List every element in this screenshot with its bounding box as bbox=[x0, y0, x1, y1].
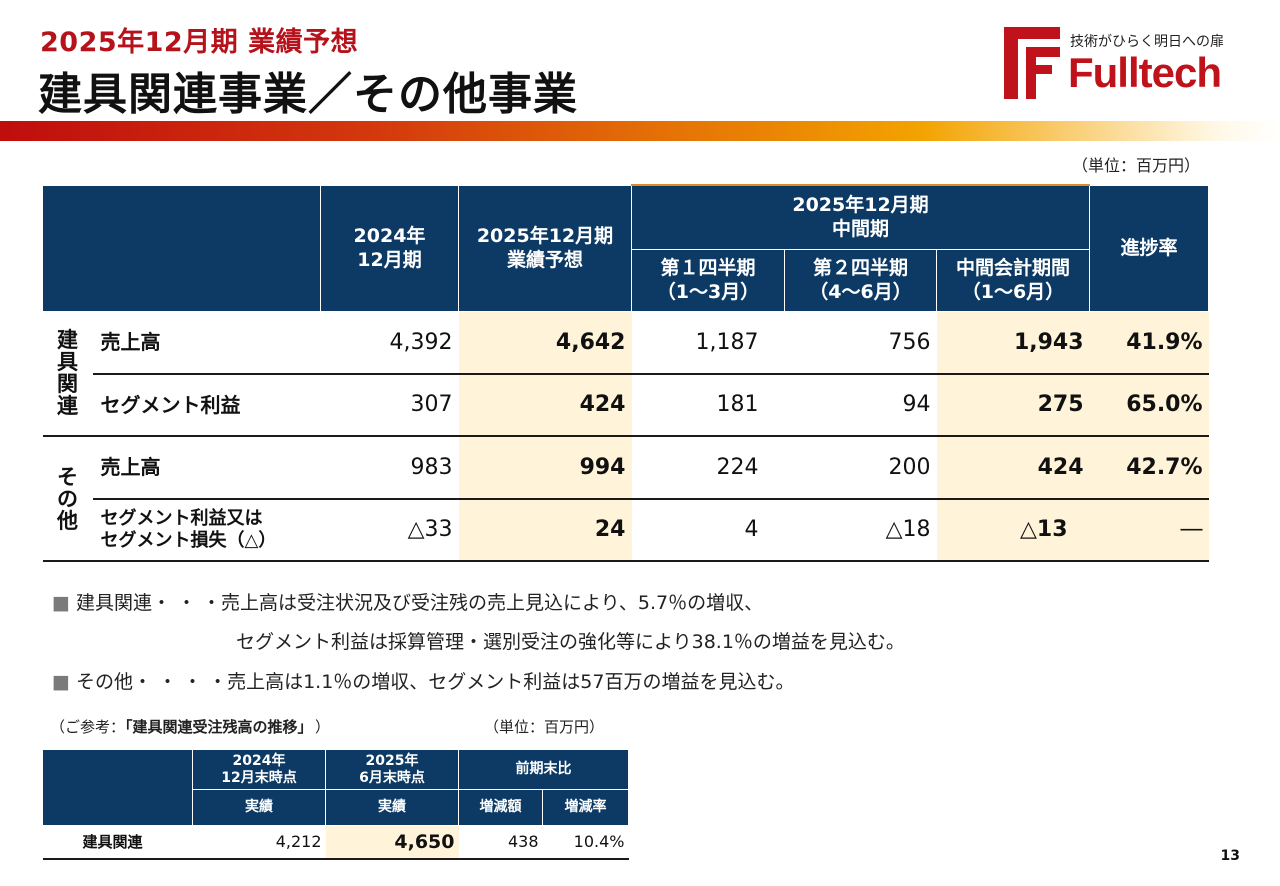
slide-title: 建具関連事業／その他事業 bbox=[38, 69, 578, 120]
ref-cell-2025: 4,650 bbox=[325, 825, 459, 860]
cell-q1: 224 bbox=[631, 436, 785, 500]
logo-tagline: 技術がひらく明日への扉 bbox=[1070, 34, 1224, 50]
cell-progress: 41.9% bbox=[1089, 311, 1209, 375]
ref-subheader: 実績 bbox=[325, 789, 459, 826]
cell-q1: 4 bbox=[631, 498, 785, 562]
table-row: 建具関連 4,212 4,650 438 10.4% bbox=[42, 825, 629, 860]
header-fy2024: 2024年 12月期 bbox=[320, 184, 459, 312]
cell-fy2024: 307 bbox=[320, 373, 459, 437]
note-text: セグメント利益は採算管理・選別受注の強化等により38.1％の増益を見込む。 bbox=[236, 631, 905, 653]
header-gradient-rule bbox=[0, 121, 1280, 141]
reference-unit-note: （単位：百万円） bbox=[484, 718, 605, 736]
ref-cell-rate: 10.4% bbox=[542, 825, 629, 860]
cell-fy2024: 983 bbox=[320, 436, 459, 500]
ref-subheader: 増減額 bbox=[458, 789, 543, 826]
note-text: その他・ ・ ・ ・売上高は1.1％の増収、セグメント利益は57百万の増益を見込… bbox=[75, 671, 795, 693]
header-interim: 中間会計期間 （1～6月） bbox=[935, 248, 1091, 312]
header-interim-group: 2025年12月期 中間期 bbox=[630, 184, 1091, 250]
note-text: 建具関連・ ・ ・売上高は受注状況及び受注残の売上見込により、5.7％の増収、 bbox=[75, 592, 764, 614]
cell-interim: 424 bbox=[936, 436, 1090, 500]
cell-interim: △13 bbox=[936, 498, 1090, 562]
forecast-table: 2024年 12月期 2025年12月期 業績予想 2025年12月期 中間期 … bbox=[42, 184, 1210, 562]
unit-note: （単位：百万円） bbox=[1071, 156, 1200, 175]
header-q1: 第１四半期 （1～3月） bbox=[631, 248, 785, 312]
cell-q2: 200 bbox=[784, 436, 937, 500]
note-line-2: セグメント利益は採算管理・選別受注の強化等により38.1％の増益を見込む。 bbox=[236, 627, 905, 654]
ref-row-label: 建具関連 bbox=[42, 825, 193, 860]
cell-forecast: 24 bbox=[458, 498, 632, 562]
group-label-tategu: 建 具 関 連 bbox=[42, 311, 93, 437]
page-number: 13 bbox=[1220, 848, 1240, 864]
ref-header-change: 前期末比 bbox=[458, 749, 629, 790]
logo-wordmark: Fulltech bbox=[1068, 49, 1222, 96]
header-forecast: 2025年12月期 業績予想 bbox=[458, 184, 632, 312]
cell-progress: ― bbox=[1089, 498, 1209, 562]
cell-interim: 1,943 bbox=[936, 311, 1090, 375]
cell-q2: 756 bbox=[784, 311, 937, 375]
bullet-square: ■ bbox=[52, 671, 70, 693]
row-label: 売上高 bbox=[92, 311, 321, 375]
row-label: セグメント利益 bbox=[92, 373, 321, 437]
backlog-table: 2024年 12月末時点 2025年 6月末時点 前期末比 実績 実績 増減額 … bbox=[42, 749, 629, 860]
cell-q1: 181 bbox=[631, 373, 785, 437]
cell-q2: 94 bbox=[784, 373, 937, 437]
bullet-square: ■ bbox=[52, 592, 70, 614]
reference-caption-prefix: （ご参考： bbox=[50, 718, 126, 736]
row-label: 売上高 bbox=[92, 436, 321, 500]
header-q2: 第２四半期 （4～6月） bbox=[784, 248, 937, 312]
logo-door-mark-icon bbox=[1004, 27, 1060, 99]
row-label: セグメント利益又は セグメント損失（△） bbox=[92, 498, 321, 562]
table-row: セグメント利益又は セグメント損失（△） △33 24 4 △18 △13 ― bbox=[43, 498, 1209, 562]
note-line-3: ■ その他・ ・ ・ ・売上高は1.1％の増収、セグメント利益は57百万の増益を見… bbox=[52, 667, 794, 694]
ref-cell-2024: 4,212 bbox=[192, 825, 326, 860]
table-row: 建 具 関 連 売上高 4,392 4,642 1,187 756 1,943 … bbox=[42, 311, 1209, 437]
header-progress: 進捗率 bbox=[1089, 184, 1210, 312]
cell-fy2024: 4,392 bbox=[320, 311, 459, 375]
table-row: そ の 他 売上高 983 994 224 200 424 42.7% bbox=[42, 436, 1209, 562]
cell-forecast: 994 bbox=[458, 436, 632, 500]
cell-forecast: 4,642 bbox=[458, 311, 632, 375]
reference-caption-suffix: ） bbox=[315, 718, 331, 736]
cell-forecast: 424 bbox=[458, 373, 632, 437]
header-blank bbox=[42, 184, 321, 312]
note-line-1: ■ 建具関連・ ・ ・売上高は受注状況及び受注残の売上見込により、5.7％の増収、 bbox=[52, 588, 763, 615]
ref-cell-change: 438 bbox=[458, 825, 543, 860]
slide-subtitle: 2025年12月期 業績予想 bbox=[40, 27, 359, 58]
cell-interim: 275 bbox=[936, 373, 1090, 437]
table-row: セグメント利益 307 424 181 94 275 65.0% bbox=[43, 373, 1209, 437]
reference-caption: （ご参考：「建具関連受注残高の推移」 ） bbox=[50, 716, 330, 737]
cell-progress: 65.0% bbox=[1089, 373, 1209, 437]
ref-subheader: 実績 bbox=[192, 789, 326, 826]
group-label-other: そ の 他 bbox=[42, 436, 93, 562]
cell-progress: 42.7% bbox=[1089, 436, 1209, 500]
company-logo: 技術がひらく明日への扉 Fulltech bbox=[1004, 25, 1254, 100]
cell-fy2024: △33 bbox=[320, 498, 459, 562]
reference-caption-title: 「建具関連受注残高の推移」 bbox=[125, 718, 306, 736]
ref-header-blank bbox=[42, 749, 193, 826]
ref-subheader: 増減率 bbox=[542, 789, 629, 826]
cell-q1: 1,187 bbox=[631, 311, 785, 375]
cell-q2: △18 bbox=[784, 498, 937, 562]
ref-header-2025: 2025年 6月末時点 bbox=[325, 749, 459, 790]
ref-header-2024: 2024年 12月末時点 bbox=[192, 749, 326, 790]
